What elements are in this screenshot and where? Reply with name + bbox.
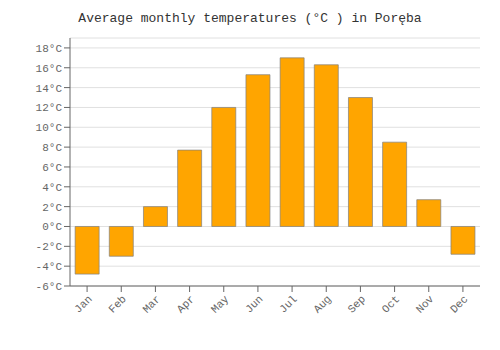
svg-text:Feb: Feb xyxy=(106,293,128,315)
svg-text:0°C: 0°C xyxy=(42,221,62,233)
svg-text:8°C: 8°C xyxy=(42,142,62,154)
svg-text:Dec: Dec xyxy=(448,293,470,315)
svg-text:18°C: 18°C xyxy=(36,43,63,55)
svg-text:Mar: Mar xyxy=(141,293,163,315)
html-text:Average monthly temperatures (: Average monthly temperatures (°C ) in Po… xyxy=(78,11,422,26)
svg-text:-2°C: -2°C xyxy=(36,241,63,253)
svg-text:Oct: Oct xyxy=(380,293,402,315)
svg-text:4°C: 4°C xyxy=(42,182,62,194)
svg-text:12°C: 12°C xyxy=(36,102,63,114)
svg-text:Apr: Apr xyxy=(175,293,197,315)
svg-text:Aug: Aug xyxy=(311,293,333,315)
svg-text:14°C: 14°C xyxy=(36,83,63,95)
svg-text:Jul: Jul xyxy=(277,293,299,315)
svg-text:Jan: Jan xyxy=(72,293,94,315)
svg-text:16°C: 16°C xyxy=(36,63,63,75)
svg-text:6°C: 6°C xyxy=(42,162,62,174)
svg-text:Nov: Nov xyxy=(414,293,437,316)
svg-text:10°C: 10°C xyxy=(36,122,63,134)
svg-text:May: May xyxy=(209,293,232,316)
svg-text:Sep: Sep xyxy=(346,293,368,315)
svg-text:-6°C: -6°C xyxy=(36,281,63,293)
svg-text:Jun: Jun xyxy=(243,293,265,315)
svg-text:2°C: 2°C xyxy=(42,202,62,214)
svg-text:-4°C: -4°C xyxy=(36,261,63,273)
